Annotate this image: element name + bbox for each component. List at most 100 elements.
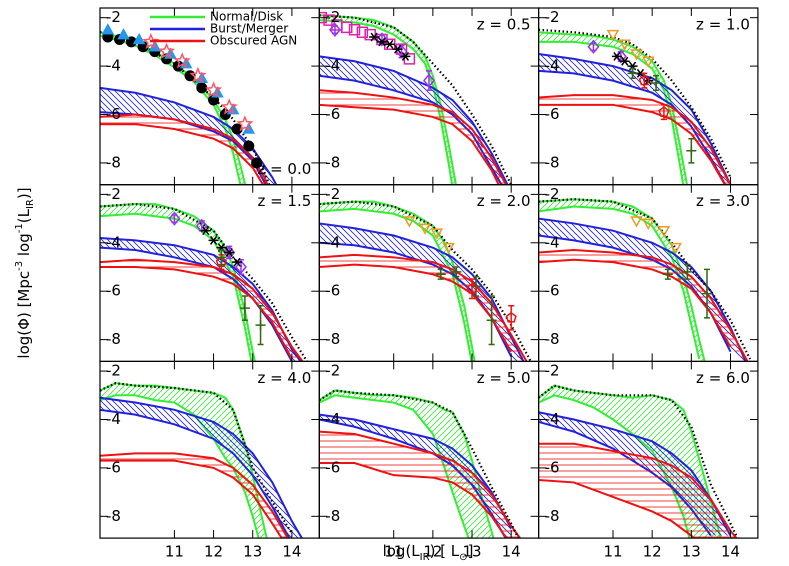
band-edge: [319, 19, 454, 185]
x-tick-label: 11: [603, 543, 622, 561]
y-tick-label: -4: [325, 233, 340, 251]
y-tick-label: -6: [106, 282, 121, 300]
redshift-label: z = 0.5: [477, 16, 531, 34]
data-point: [682, 266, 693, 277]
data-point: [216, 252, 227, 263]
panel-5: [538, 198, 752, 362]
band-edge: [538, 52, 732, 185]
band-edge: [100, 86, 278, 185]
data-point: [392, 44, 403, 54]
label-part: ⊙: [459, 552, 467, 563]
y-tick-label: -4: [325, 57, 340, 75]
band-fill: [319, 390, 494, 539]
band-edge: [100, 266, 293, 360]
y-tick-label: -8: [325, 153, 340, 171]
data-point: [142, 32, 160, 50]
band-edge: [100, 459, 283, 539]
data-point: [232, 257, 243, 267]
x-tick-label: 12: [204, 543, 223, 561]
band-fill: [319, 56, 508, 185]
data-point: [132, 32, 146, 45]
band-edge: [538, 384, 722, 539]
band-fill: [100, 114, 268, 185]
data-point: [384, 39, 395, 49]
band-edge: [538, 94, 732, 185]
band-fill: [538, 385, 721, 539]
data-point: [587, 39, 600, 54]
label-part: log(L: [383, 542, 421, 560]
data-point: [255, 320, 266, 331]
redshift-label: z = 0.0: [257, 160, 311, 178]
data-point: [701, 288, 712, 299]
data-point: [158, 42, 176, 59]
y-tick-label: -8: [106, 507, 121, 525]
band-edge: [100, 258, 304, 362]
redshift-label: z = 6.0: [696, 369, 750, 387]
data-point: [638, 74, 650, 86]
label-part: ]: [468, 542, 474, 560]
data-point: [376, 37, 387, 47]
label-part: -3: [14, 261, 25, 271]
y-tick-label: -6: [106, 458, 121, 476]
data-point: [403, 53, 416, 65]
data-point: [651, 78, 662, 89]
band-edge: [319, 103, 500, 185]
y-tick-label: -2: [106, 362, 121, 380]
panel-0: [100, 23, 278, 185]
y-tick-label: -8: [545, 507, 560, 525]
label-part: log: [15, 233, 33, 261]
data-point: [356, 26, 369, 38]
data-point: [208, 235, 219, 245]
y-tick-label: -2: [106, 8, 121, 26]
legend-label: Normal/Disk: [210, 10, 283, 24]
y-tick-label: -6: [325, 458, 340, 476]
band-edge: [319, 462, 508, 539]
band-edge: [100, 452, 289, 539]
band-fill: [538, 218, 746, 362]
data-point: [200, 226, 211, 236]
x-tick-label: 14: [502, 543, 521, 561]
data-point: [189, 66, 207, 84]
x-tick-label: 11: [165, 543, 184, 561]
data-point: [205, 81, 223, 98]
band-edge: [100, 113, 269, 185]
data-point: [422, 73, 435, 88]
data-point: [403, 216, 416, 228]
data-point: [611, 51, 622, 61]
data-point: [451, 266, 462, 277]
y-tick-label: -2: [325, 8, 340, 26]
data-point: [348, 24, 361, 36]
y-tick-label: -6: [325, 105, 340, 123]
band-edge: [538, 442, 738, 539]
data-point: [430, 228, 444, 240]
label-part: -1: [14, 223, 25, 233]
band-edge: [100, 396, 304, 539]
y-tick-label: -6: [545, 282, 560, 300]
label-part: IR: [25, 199, 36, 209]
redshift-label: z = 4.0: [257, 369, 311, 387]
y-tick-label: -8: [106, 330, 121, 348]
redshift-label: z = 1.0: [696, 16, 750, 34]
band-edge: [538, 103, 727, 185]
band-fill: [319, 431, 521, 539]
y-tick-label: -8: [545, 330, 560, 348]
y-axis-label: log(Φ) [Mpc-3 log-1(LIR)]: [14, 187, 36, 358]
data-point: [168, 211, 181, 226]
data-point: [400, 51, 411, 61]
band-fill: [100, 237, 301, 362]
total-line: [319, 389, 520, 539]
band-edge: [538, 258, 732, 348]
band-fill: [100, 204, 255, 362]
label-part: )]: [15, 187, 33, 199]
panel-4: [319, 200, 532, 362]
data-point: [215, 256, 228, 267]
label-part: log(Φ) [Mpc: [15, 271, 33, 359]
label-part: IR: [420, 552, 430, 563]
panel-frame: [537, 360, 759, 539]
data-point: [657, 225, 671, 238]
data-point: [669, 242, 682, 255]
data-point: [328, 22, 341, 37]
band-fill: [100, 87, 277, 185]
